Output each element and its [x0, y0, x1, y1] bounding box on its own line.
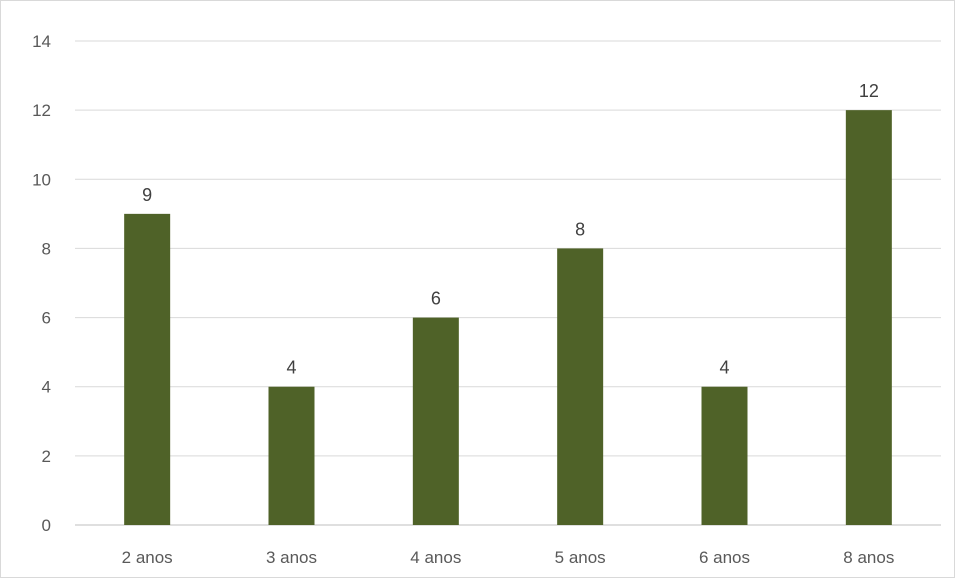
x-tick-label: 3 anos [266, 548, 317, 567]
data-label: 4 [286, 358, 296, 378]
y-tick-label: 4 [42, 378, 51, 397]
y-axis-tick-labels: 0 2 4 6 8 10 12 14 [32, 32, 51, 535]
y-tick-label: 12 [32, 101, 51, 120]
bar [124, 213, 171, 525]
x-axis-tick-labels: 2 anos 3 anos 4 anos 5 anos 6 anos 8 anos [122, 548, 895, 567]
bar [557, 248, 604, 525]
data-label: 12 [859, 81, 879, 101]
data-label: 4 [719, 358, 729, 378]
x-tick-label: 4 anos [410, 548, 461, 567]
x-tick-label: 8 anos [843, 548, 894, 567]
x-tick-label: 2 anos [122, 548, 173, 567]
y-tick-label: 14 [32, 32, 51, 51]
y-tick-label: 10 [32, 170, 51, 189]
bar [701, 386, 748, 525]
data-label: 8 [575, 219, 585, 239]
y-tick-label: 8 [42, 239, 51, 258]
x-tick-label: 5 anos [555, 548, 606, 567]
bars [124, 110, 892, 526]
y-tick-label: 2 [42, 447, 51, 466]
bar [268, 386, 315, 525]
y-tick-label: 6 [42, 309, 51, 328]
gridlines [75, 40, 941, 526]
y-tick-label: 0 [42, 516, 51, 535]
data-label: 6 [431, 289, 441, 309]
bar [845, 110, 892, 526]
data-label: 9 [142, 185, 152, 205]
bar [412, 317, 459, 525]
data-labels: 9 4 6 8 4 12 [142, 81, 879, 378]
x-tick-label: 6 anos [699, 548, 750, 567]
